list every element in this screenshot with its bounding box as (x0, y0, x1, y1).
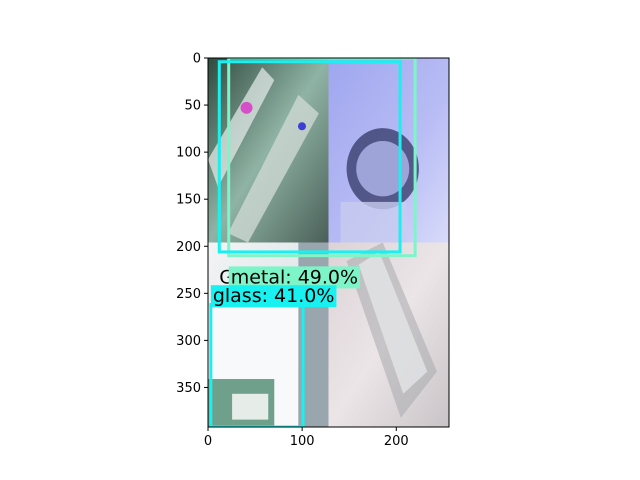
y-tick-label: 50 (184, 99, 201, 114)
detection-label-0: metal: 49.0% (228, 266, 361, 289)
glass-bottles-photo (208, 58, 329, 243)
x-tick-label: 0 (204, 434, 212, 449)
detection-label-1: glass: 41.0% (210, 285, 337, 308)
y-tick-label: 350 (176, 381, 201, 396)
detection-label-text: glass: 41.0% (213, 285, 335, 307)
detection-box-2 (217, 60, 402, 254)
y-tick-label: 300 (176, 334, 201, 349)
y-tick-label: 0 (193, 52, 201, 67)
y-tick-label: 100 (176, 146, 201, 161)
y-tick-label: 250 (176, 287, 201, 302)
axes-frame (207, 57, 450, 428)
image-layer (208, 58, 449, 427)
detection-box-0 (227, 58, 417, 258)
y-tick-label: 200 (176, 240, 201, 255)
y-tick-label: 150 (176, 193, 201, 208)
axis-ticks: 0 100 200 0 50 100 150 200 250 300 350 (176, 52, 409, 450)
x-tick-label: 200 (384, 434, 409, 449)
detection-label-text: metal: 49.0% (231, 266, 358, 288)
x-tick-label: 100 (290, 434, 315, 449)
metal-can-photo (328, 58, 449, 243)
